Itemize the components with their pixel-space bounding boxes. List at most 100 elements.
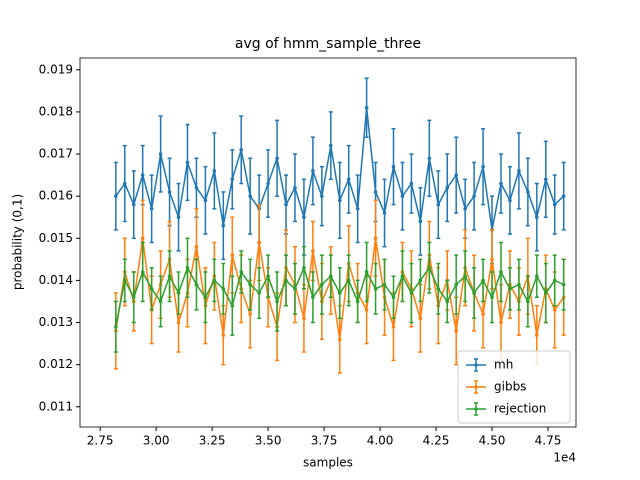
- point: [266, 274, 270, 278]
- point: [526, 190, 530, 194]
- point: [257, 240, 261, 245]
- point: [409, 181, 414, 186]
- point: [311, 169, 315, 173]
- point: [373, 287, 378, 291]
- point: [230, 303, 235, 308]
- point: [454, 282, 458, 287]
- point: [364, 308, 369, 312]
- y-tick-label: 0.012: [39, 357, 73, 371]
- legend-label: mh: [494, 358, 513, 372]
- point: [552, 308, 557, 312]
- point: [418, 316, 423, 321]
- point: [445, 185, 450, 190]
- point: [436, 287, 441, 291]
- x-tick-label: 3.00: [143, 434, 170, 448]
- point: [266, 181, 270, 186]
- point: [409, 291, 414, 295]
- point: [454, 329, 458, 333]
- y-axis-label: probability (0,1): [11, 194, 25, 290]
- legend-label: rejection: [494, 402, 546, 416]
- point: [203, 295, 208, 300]
- point: [364, 105, 369, 110]
- point: [436, 202, 441, 207]
- point: [302, 316, 306, 321]
- point: [275, 299, 279, 304]
- point: [293, 185, 297, 190]
- point: [552, 278, 557, 283]
- point: [418, 219, 423, 224]
- point: [543, 177, 548, 182]
- x-tick-label: 3.50: [255, 434, 282, 448]
- point: [499, 320, 503, 325]
- point: [391, 324, 396, 329]
- point: [391, 164, 396, 169]
- point: [284, 202, 288, 207]
- point: [328, 143, 333, 148]
- point: [346, 177, 351, 182]
- x-tick-label: 3.25: [199, 434, 226, 448]
- x-tick-label: 2.75: [87, 434, 114, 448]
- x-tick-label: 3.75: [311, 434, 338, 448]
- point: [508, 287, 512, 291]
- point: [221, 287, 226, 291]
- point: [194, 185, 199, 190]
- y-tick-label: 0.016: [39, 189, 73, 203]
- y-tick-label: 0.018: [39, 104, 73, 118]
- point: [543, 291, 548, 295]
- point: [499, 181, 503, 186]
- point: [248, 312, 252, 316]
- point: [427, 156, 432, 161]
- point: [382, 211, 387, 215]
- point: [131, 295, 136, 300]
- y-tick-label: 0.011: [39, 399, 73, 413]
- point: [418, 278, 423, 283]
- point: [114, 324, 118, 329]
- axes-frame: [79, 57, 577, 428]
- legend-swatch: [474, 385, 478, 389]
- point: [194, 282, 199, 287]
- point: [355, 299, 360, 304]
- point: [526, 299, 530, 304]
- point: [490, 295, 494, 300]
- point: [320, 282, 324, 287]
- series: [113, 237, 566, 353]
- point: [185, 265, 190, 270]
- point: [239, 148, 244, 152]
- point: [355, 207, 360, 211]
- point: [481, 312, 485, 316]
- legend-swatch: [474, 363, 478, 367]
- point: [239, 270, 244, 274]
- legend-label: gibbs: [494, 380, 526, 394]
- point: [293, 287, 297, 291]
- point: [561, 282, 566, 287]
- point: [499, 270, 503, 274]
- point: [230, 253, 235, 257]
- point: [400, 274, 405, 278]
- point: [311, 249, 315, 253]
- legend-box: [457, 350, 571, 424]
- point: [561, 194, 566, 198]
- point: [320, 194, 324, 198]
- point: [149, 207, 154, 211]
- point: [257, 291, 261, 295]
- point: [140, 236, 145, 241]
- point: [185, 160, 190, 165]
- point: [212, 169, 217, 173]
- point: [472, 291, 476, 295]
- point: [176, 320, 181, 325]
- point: [490, 257, 494, 262]
- y-tick-label: 0.019: [39, 62, 73, 76]
- point: [400, 194, 405, 198]
- point: [122, 278, 127, 283]
- point: [373, 190, 378, 194]
- point: [328, 274, 333, 278]
- y-tick-label: 0.014: [39, 273, 73, 287]
- point: [212, 278, 217, 283]
- point: [373, 236, 378, 241]
- point: [176, 291, 181, 295]
- point: [481, 164, 485, 169]
- legend-swatch: [474, 407, 478, 411]
- point: [158, 299, 163, 304]
- point: [517, 169, 521, 173]
